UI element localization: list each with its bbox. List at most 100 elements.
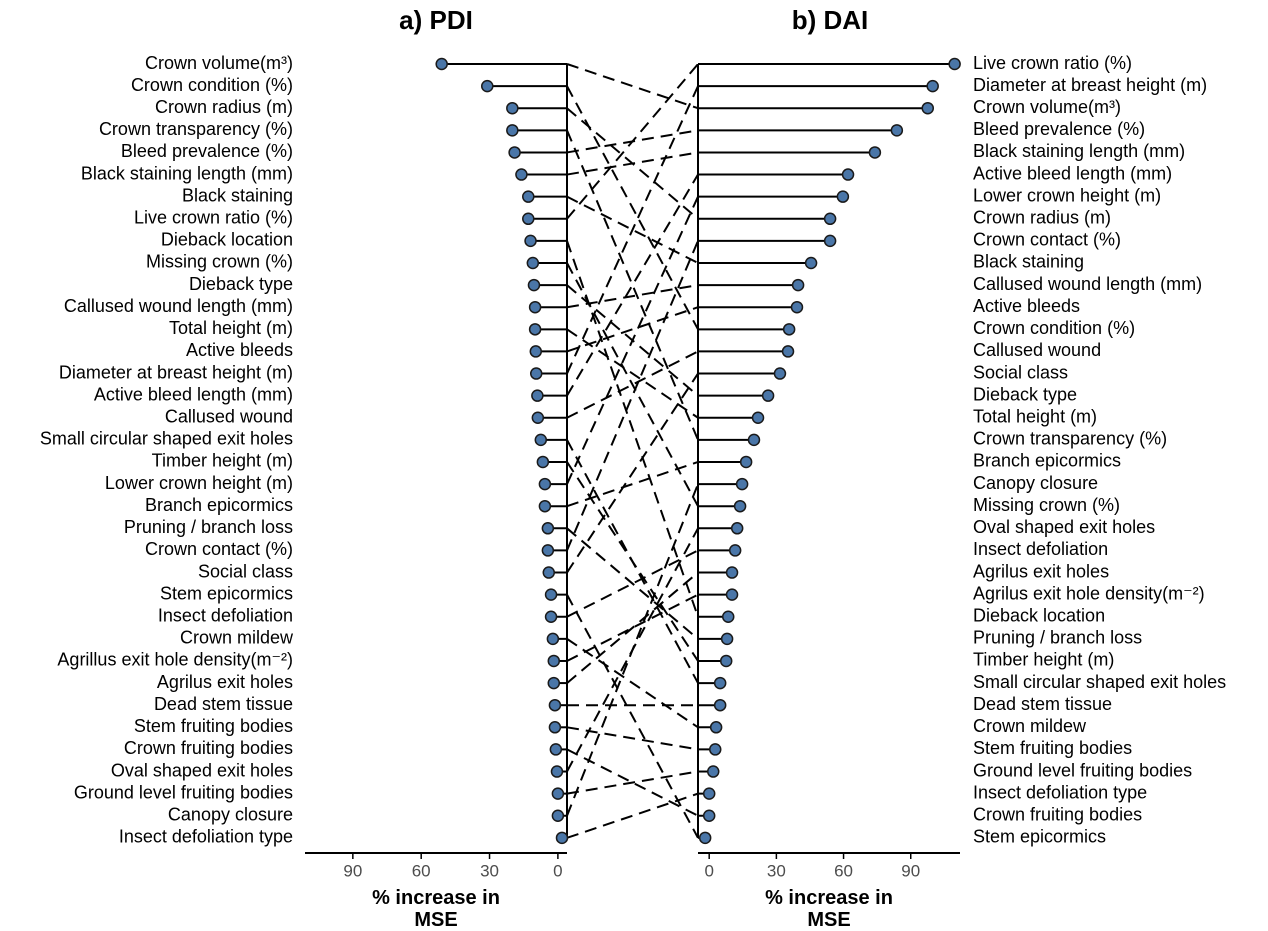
category-label: Agrilus exit holes — [973, 561, 1109, 581]
category-label: Live crown ratio (%) — [134, 208, 293, 228]
category-label: Bleed prevalence (%) — [973, 119, 1145, 139]
category-label: Oval shaped exit holes — [973, 517, 1155, 537]
dot — [735, 477, 749, 491]
category-label: Live crown ratio (%) — [973, 53, 1132, 73]
category-label: Dead stem tissue — [973, 694, 1112, 714]
category-label: Dead stem tissue — [154, 694, 293, 714]
dot — [547, 676, 561, 690]
category-label: Insect defoliation type — [973, 782, 1147, 802]
category-label: Agrilus exit hole density(m⁻²) — [973, 583, 1205, 603]
dot — [747, 433, 761, 447]
rank-link — [566, 461, 699, 508]
dot — [522, 212, 535, 226]
dot — [435, 57, 448, 71]
category-label: Branch epicormics — [973, 451, 1121, 471]
category-label: Black staining — [973, 252, 1084, 272]
rank-link — [566, 174, 699, 397]
dot — [542, 566, 556, 579]
dot — [730, 522, 744, 535]
dot — [522, 190, 535, 203]
category-label: Crown radius (m) — [155, 97, 293, 117]
rank-link — [566, 196, 699, 485]
category-label: Pruning / branch loss — [973, 628, 1142, 648]
category-label: Crown contact (%) — [973, 230, 1121, 250]
rank-link — [566, 770, 699, 795]
dot — [538, 499, 552, 513]
category-label: Crown fruiting bodies — [124, 738, 293, 758]
dot — [531, 411, 545, 425]
category-label: Callused wound length (mm) — [64, 296, 293, 316]
category-label: Crown mildew — [180, 628, 294, 648]
dot — [547, 654, 561, 668]
category-label: Crown transparency (%) — [973, 429, 1167, 449]
dot — [790, 300, 804, 314]
dot — [926, 79, 939, 93]
dot — [481, 79, 494, 93]
dot — [713, 698, 727, 712]
dot — [823, 212, 837, 226]
dot — [702, 787, 716, 800]
category-label: Total height (m) — [973, 407, 1097, 427]
dot — [506, 101, 519, 115]
category-label: Dieback location — [161, 230, 293, 250]
category-label: Social class — [198, 561, 293, 581]
category-label: Dieback location — [973, 606, 1105, 626]
dot — [948, 57, 961, 71]
dot — [781, 345, 795, 358]
rank-link — [566, 151, 699, 176]
category-label: Branch epicormics — [145, 495, 293, 515]
dot — [550, 765, 564, 778]
category-label: Total height (m) — [169, 318, 293, 338]
category-label: Dieback type — [189, 274, 293, 294]
x-tick-label: 30 — [767, 861, 786, 880]
dot — [719, 654, 733, 668]
category-label: Stem fruiting bodies — [134, 716, 293, 736]
dot — [527, 278, 541, 292]
category-label: Active bleeds — [186, 340, 293, 360]
dot — [921, 101, 935, 115]
rank-link — [566, 549, 699, 618]
dot — [713, 676, 727, 690]
category-label: Oval shaped exit holes — [111, 760, 293, 780]
dot — [544, 610, 558, 623]
panel-title: b) DAI — [792, 5, 869, 35]
rank-link — [566, 350, 699, 419]
dot — [836, 190, 850, 203]
category-label: Insect defoliation — [973, 539, 1108, 559]
dot — [506, 124, 519, 137]
category-label: Active bleeds — [973, 296, 1080, 316]
dot — [515, 168, 528, 181]
rank-link — [566, 262, 699, 507]
category-label: Crown condition (%) — [973, 318, 1135, 338]
rank-link — [566, 306, 699, 353]
category-label: Small circular shaped exit holes — [40, 429, 293, 449]
dot — [529, 345, 543, 358]
dot — [721, 610, 735, 623]
dot — [541, 544, 555, 557]
category-label: Insect defoliation — [158, 606, 293, 626]
dot — [534, 433, 548, 447]
dot — [890, 124, 904, 137]
dot — [544, 588, 558, 601]
category-label: Stem epicormics — [160, 583, 293, 603]
category-label: Callused wound — [973, 340, 1101, 360]
dot — [791, 278, 805, 292]
category-label: Crown condition (%) — [131, 75, 293, 95]
dot — [823, 234, 837, 248]
category-label: Timber height (m) — [152, 451, 293, 471]
x-tick-label: 60 — [834, 861, 853, 880]
category-label: Callused wound — [165, 407, 293, 427]
rank-link — [566, 527, 699, 640]
dot — [508, 146, 521, 159]
dot — [528, 323, 542, 336]
dot — [549, 743, 563, 756]
dot — [526, 256, 540, 270]
dot — [725, 566, 739, 579]
x-tick-label: 0 — [553, 861, 562, 880]
category-label: Crown transparency (%) — [99, 119, 293, 139]
rank-link — [566, 594, 699, 839]
dot — [751, 411, 765, 425]
category-label: Bleed prevalence (%) — [121, 141, 293, 161]
dot — [524, 234, 537, 248]
